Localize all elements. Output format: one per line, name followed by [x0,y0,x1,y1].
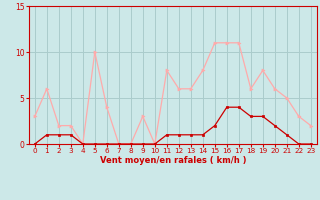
X-axis label: Vent moyen/en rafales ( km/h ): Vent moyen/en rafales ( km/h ) [100,156,246,165]
